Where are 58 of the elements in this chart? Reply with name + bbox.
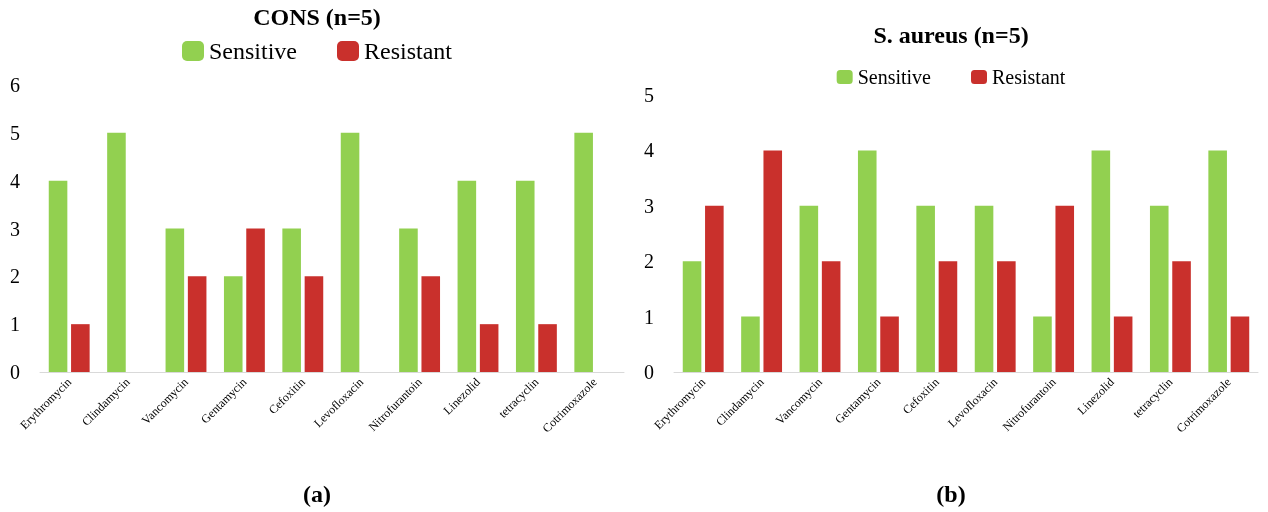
y-tick-label: 3: [10, 217, 20, 240]
bar: [1149, 205, 1169, 372]
y-tick-label: 0: [10, 361, 20, 383]
bar: [763, 150, 783, 372]
bar: [1172, 261, 1191, 372]
bar: [916, 205, 935, 372]
bar: [705, 205, 724, 372]
bar: [938, 261, 958, 372]
bar: [741, 316, 760, 372]
bar: [799, 205, 819, 372]
bar: [48, 180, 68, 372]
y-tick-label: 3: [644, 194, 654, 217]
bar: [1091, 150, 1111, 372]
legend-label: Sensitive: [857, 66, 932, 88]
bar: [997, 261, 1016, 372]
y-tick-label: 4: [644, 139, 654, 162]
chart-title: CONS (n=5): [253, 4, 381, 30]
y-tick-label: 5: [644, 84, 654, 106]
y-tick-label: 5: [10, 121, 20, 144]
bar: [107, 132, 126, 372]
bar: [974, 205, 994, 372]
bar: [1113, 316, 1133, 372]
bar: [340, 132, 360, 372]
bar: [857, 150, 877, 372]
legend-label: Sensitive: [209, 38, 297, 64]
bar: [282, 228, 301, 372]
text: (b): [936, 481, 966, 507]
bar: [165, 228, 185, 372]
bar: [223, 276, 243, 372]
bar: [399, 228, 418, 372]
chart-title: S. aureus (n=5): [873, 22, 1029, 48]
bar: [1055, 205, 1075, 372]
bar: [246, 228, 265, 372]
y-tick-label: 4: [10, 169, 20, 192]
bar: [304, 276, 324, 372]
bar: [187, 276, 207, 372]
legend-label: Resistant: [992, 66, 1066, 88]
bar: [421, 276, 441, 372]
bar: [1230, 316, 1250, 372]
bar: [682, 261, 702, 372]
bar: [479, 324, 499, 372]
text: (a): [303, 481, 331, 507]
y-tick-label: 2: [644, 250, 654, 273]
y-tick-label: 1: [644, 305, 654, 328]
bar: [1033, 316, 1052, 372]
bar: [71, 324, 90, 372]
y-tick-label: 6: [10, 74, 20, 96]
y-tick-label: 2: [10, 265, 20, 288]
y-tick-label: 1: [10, 313, 20, 336]
bar: [457, 180, 477, 372]
legend-label: Resistant: [364, 38, 453, 64]
bar: [515, 180, 535, 372]
bar: [1208, 150, 1227, 372]
bar: [821, 261, 841, 372]
bar: [574, 132, 593, 372]
y-tick-label: 0: [644, 361, 654, 383]
bar: [880, 316, 899, 372]
bar: [538, 324, 557, 372]
